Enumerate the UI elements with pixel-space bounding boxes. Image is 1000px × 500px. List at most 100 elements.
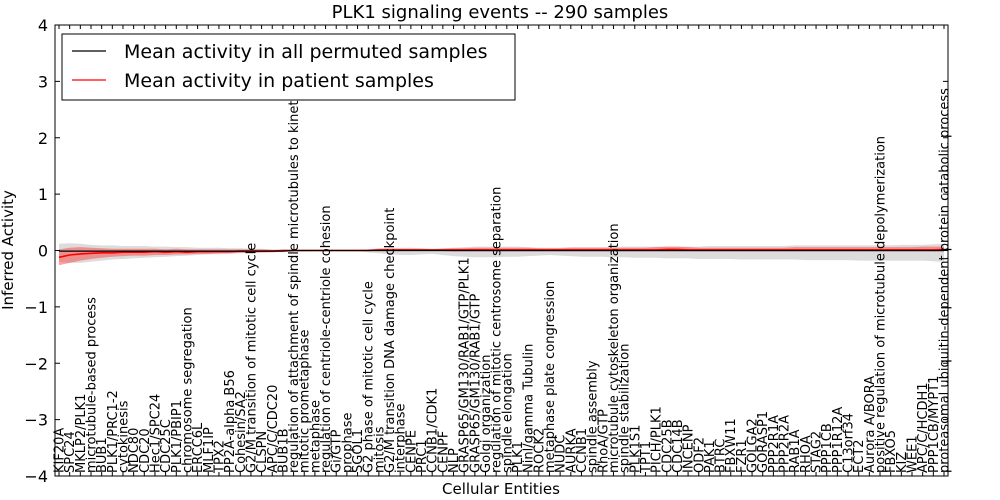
entity-label: MKLP2/PLK1: [74, 394, 89, 473]
entity-label: PRC1: [415, 439, 430, 473]
entity-label: BUB1B: [276, 428, 291, 473]
entity-label: G2 phase of mitotic cell cycle: [362, 281, 377, 473]
entity-label: CCNB1/CDK1: [426, 388, 441, 473]
y-tick-label: −2: [24, 354, 48, 373]
legend-frame: [61, 33, 516, 101]
entity-label: PPP1CB: [820, 423, 835, 473]
entity-label: RhoA/GTP: [596, 409, 611, 473]
entity-label: ROCK2: [532, 428, 547, 473]
entity-label: NUDC: [554, 435, 569, 473]
entity-label: G2/M transition of mitotic cell cycle: [244, 243, 259, 473]
legend: Mean activity in all permuted samples Me…: [61, 33, 516, 101]
entity-label: CLSPN: [255, 431, 270, 473]
y-tick-label: −4: [24, 467, 48, 486]
entity-label: ODF2: [692, 437, 707, 473]
entity-label: metaphase plate congression: [543, 281, 558, 473]
entity-label: AURKA: [564, 428, 579, 473]
entity-label: Golgi organization: [479, 355, 494, 473]
entity-label: mitosis: [372, 426, 387, 473]
legend-label-permuted: Mean activity in all permuted samples: [124, 41, 487, 63]
entity-label: mitotic prometaphase: [298, 329, 313, 473]
entity-label: Aurora A/BORA: [863, 376, 878, 473]
entity-label: PLK1: [511, 441, 526, 473]
entity-label: FBXW11: [724, 418, 739, 473]
entity-label: PICH/PLK1: [650, 406, 665, 473]
entity-label: G2/M transition DNA damage checkpoint: [383, 208, 398, 473]
entity-label: Cohesin/SA2: [234, 391, 249, 473]
entity-label: PLK1/PRC1-2: [106, 390, 121, 473]
y-axis-ticks: 4 3 2 1 0 −1 −2 −3 −4: [24, 16, 948, 486]
entity-label: CDC14B: [671, 419, 686, 473]
entity-label: PPP1R12A: [831, 407, 846, 473]
entity-label: microtubule cytoskeleton organization: [607, 223, 622, 473]
y-tick-label: 2: [38, 129, 48, 148]
y-tick-label: 3: [38, 72, 48, 91]
entity-label: KIZ: [895, 452, 910, 473]
entity-label: chromosome segregation: [181, 307, 196, 473]
entity-label: PLK1/PBIP1: [170, 400, 185, 473]
entity-label: ECT2: [852, 439, 867, 473]
entity-label: spindle stabilization: [618, 344, 633, 474]
series-lines: [58, 248, 945, 259]
entity-label: MLF1IP: [202, 427, 217, 473]
y-tick-label: −3: [24, 411, 48, 430]
entity-label: INCENP: [682, 424, 697, 473]
entity-label: GRASP65/GM130/RAB1/GTP/PLK1: [458, 257, 473, 473]
x-axis-label: Cellular Entities: [442, 480, 560, 498]
y-tick-label: 4: [38, 16, 48, 35]
entity-label: SPC24: [63, 431, 78, 473]
entity-label: CDC25B: [660, 419, 675, 473]
entity-label: Gi/GTP: [330, 429, 345, 473]
entity-label: interphase: [394, 403, 409, 473]
entity-label: prophase: [340, 413, 355, 474]
entity-label: PPP2R1A: [767, 415, 782, 473]
entity-label: Hec1/SPC24: [149, 394, 164, 473]
entity-label: regulation of centriole-centriole cohesi…: [319, 205, 334, 473]
entity-label: CENPE: [404, 430, 419, 473]
entity-label: SGOL1: [351, 429, 366, 473]
entity-label: TPT1: [639, 441, 654, 474]
entity-label: CENPF: [436, 431, 451, 473]
entity-label: CDC25C: [159, 419, 174, 473]
band-permuted: [59, 243, 944, 263]
entity-label: metaphase: [308, 400, 323, 473]
entity-label: APC/C/CDC20: [266, 385, 281, 473]
entity-label: BTRC: [714, 439, 729, 473]
entity-label: spindle elongation: [500, 353, 515, 473]
entity-label: PLK1S1: [628, 425, 643, 473]
entity-label: KIF20A: [53, 428, 68, 473]
entity-label: FBXO5: [884, 430, 899, 473]
entity-label: NDC80: [127, 428, 142, 473]
entity-label: RAB1A: [788, 429, 803, 473]
entity-label: regulation of mitotic centrosome separat…: [490, 187, 505, 473]
entity-label: cytokinesis: [117, 400, 132, 473]
entity-label: PPP2R2A: [778, 415, 793, 473]
entity-label: APC/C/HCDH1: [916, 382, 931, 473]
series-line-permuted: [59, 249, 944, 252]
entity-label: STAG2: [810, 431, 825, 473]
y-tick-label: 1: [38, 185, 48, 204]
entity-label: C13orf34: [842, 413, 857, 473]
entity-label: GOLGA2: [746, 418, 761, 473]
entity-label: PPP1CB/MYPT1: [927, 376, 942, 473]
entity-label: proteasomal ubiquitin-dependent protein …: [938, 88, 953, 473]
entity-label: WEE1: [906, 435, 921, 473]
entity-label: CCNB1: [575, 428, 590, 473]
entity-label: FZR1: [735, 439, 750, 473]
chart-title: PLK1 signaling events -- 290 samples: [332, 2, 669, 23]
entity-label: TPX2: [212, 440, 227, 474]
y-axis-label: Inferred Activity: [0, 190, 17, 310]
entity-label: CDC20: [138, 428, 153, 473]
entity-label: RHOA: [799, 435, 814, 473]
entity-label: BUB1: [95, 437, 110, 473]
y-tick-label: 0: [38, 242, 48, 261]
entity-label: positive regulation of microtubule depol…: [874, 136, 889, 473]
entity-label: spindle assembly: [586, 360, 601, 473]
entity-label: microtubule-based process: [85, 297, 100, 473]
entity-label: PP2A-alpha B56: [223, 370, 238, 473]
y-tick-label: −1: [24, 298, 48, 317]
entity-label: Ninl/gamma Tubulin: [522, 344, 537, 473]
entity-label: GRASP65/GM130/RAB1/GTP: [468, 294, 483, 473]
